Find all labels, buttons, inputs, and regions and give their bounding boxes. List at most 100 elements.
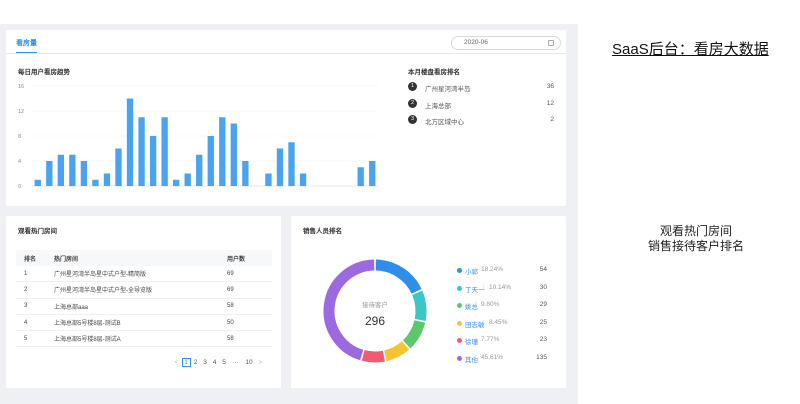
rank-row: 3 北方区域中心 2 (408, 115, 554, 132)
bar[interactable] (103, 173, 111, 187)
bar[interactable] (172, 179, 180, 186)
bar[interactable] (242, 161, 249, 186)
page-button-2[interactable]: 2 (193, 359, 198, 366)
legend-name: 小郭 (465, 269, 478, 276)
legend-item[interactable]: 小郭 | 18.24% 54 (457, 266, 547, 284)
hot-rooms-table: 排名 热门房间 用户数 1 广州星河湾半岛星中式户型-精简版 69 2 广州星河… (16, 250, 272, 348)
row-users: 58 (227, 335, 234, 342)
donut-slice[interactable] (383, 341, 410, 362)
legend-separator: | (475, 301, 477, 308)
bar[interactable] (161, 117, 168, 186)
donut-slice[interactable] (412, 290, 427, 321)
y-tick-label: 0 (18, 184, 21, 190)
row-users: 69 (227, 270, 234, 277)
bar[interactable] (34, 179, 41, 186)
rank-number-badge: 2 (408, 98, 417, 108)
legend-percent: 9.80% (481, 301, 500, 308)
table-row[interactable]: 4 上海总部5号楼8层-测试B 50 (16, 315, 272, 332)
legend-dot (457, 320, 462, 326)
row-rank: 1 (24, 270, 28, 277)
legend-percent: 10.14% (489, 283, 512, 291)
page-button-4[interactable]: 4 (212, 359, 217, 366)
legend-item[interactable]: 徐珊 | 7.77% 23 (457, 336, 547, 354)
legend-dot (457, 268, 462, 273)
row-users: 58 (227, 303, 234, 310)
month-picker[interactable]: 2020-06 (451, 36, 561, 50)
bar[interactable] (115, 148, 122, 187)
bar[interactable] (138, 117, 145, 186)
legend-separator: | (483, 283, 485, 291)
bar[interactable] (299, 173, 307, 187)
donut-slice[interactable] (375, 259, 422, 294)
page-button-10[interactable]: 10 (245, 359, 253, 366)
bar[interactable] (288, 142, 295, 186)
donut-slice[interactable] (402, 319, 426, 349)
bar[interactable] (80, 161, 88, 186)
legend-value: 25 (539, 318, 547, 326)
bar[interactable] (126, 98, 134, 187)
bar[interactable] (369, 161, 376, 186)
y-tick-label: 12 (18, 109, 24, 115)
table-row[interactable]: 2 广州星河湾半岛星中式户型-全导览版 69 (16, 282, 272, 299)
row-room: 广州星河湾半岛星中式户型-精简版 (54, 272, 146, 279)
slide-title: SaaS后台：看房大数据 (612, 41, 769, 58)
legend-value: 23 (539, 336, 547, 343)
bar[interactable] (276, 148, 284, 187)
bar[interactable] (230, 123, 238, 187)
sales-donut-chart (323, 259, 427, 363)
legend-item[interactable]: 姚总 | 9.80% 29 (457, 301, 547, 319)
bar[interactable] (46, 161, 53, 186)
monthly-rank-title: 本月楼盘看房排名 (408, 69, 460, 76)
row-room: 广州星河湾半岛星中式户型-全导览版 (54, 288, 152, 295)
page-button-5[interactable]: 5 (222, 359, 226, 366)
row-room: 上海总部aaa (54, 304, 89, 311)
bar[interactable] (69, 154, 76, 186)
table-row[interactable]: 5 上海总部5号楼8层-测试A 58 (16, 331, 272, 348)
bar[interactable] (149, 136, 157, 186)
bar[interactable] (357, 167, 364, 186)
bar[interactable] (184, 173, 191, 187)
legend-item[interactable]: 丁天一 | 10.14% 30 (457, 284, 547, 302)
bar[interactable] (207, 136, 214, 186)
rank-number-badge: 1 (408, 82, 417, 91)
next-page-button[interactable]: > (258, 359, 263, 366)
sales-legend: 小郭 | 18.24% 54 丁天一 | 10.14% 30 姚总 | 9.80… (457, 266, 547, 371)
legend-value: 54 (539, 266, 547, 273)
donut-slice[interactable] (323, 259, 375, 361)
legend-name: 丁天一 (465, 286, 485, 294)
row-rank: 3 (24, 303, 28, 310)
bar[interactable] (92, 179, 99, 186)
table-header: 排名 热门房间 用户数 (16, 250, 272, 266)
daily-trend-title: 每日用户看房趋势 (18, 69, 70, 76)
legend-name: 徐珊 (465, 339, 478, 346)
legend-percent: 45.61% (481, 353, 504, 361)
rank-name: 上海总部 (425, 102, 451, 110)
tab-divider (6, 53, 566, 54)
tab-view-volume[interactable]: 看房量 (16, 38, 37, 54)
row-room: 上海总部5号楼8层-测试B (54, 321, 121, 328)
y-tick-label: 8 (18, 134, 21, 140)
legend-item[interactable]: 其他 | 45.61% 135 (457, 354, 547, 372)
page-ellipsis[interactable]: ··· (232, 359, 239, 366)
bar[interactable] (219, 117, 226, 186)
bar[interactable] (57, 154, 65, 186)
sales-rank-title: 销售人员排名 (303, 228, 342, 235)
donut-slice[interactable] (361, 350, 385, 363)
table-row[interactable]: 1 广州星河湾半岛星中式户型-精简版 69 (16, 266, 272, 283)
bar[interactable] (196, 154, 203, 186)
view-volume-card: 看房量 2020-06 每日用户看房趋势 本月楼盘看房排名 (6, 30, 566, 206)
prev-page-button[interactable]: < (174, 359, 179, 366)
legend-dot (457, 285, 462, 291)
table-row[interactable]: 3 上海总部aaa 58 (16, 299, 272, 315)
row-rank: 5 (24, 335, 28, 342)
legend-value: 29 (539, 301, 547, 308)
row-users: 50 (227, 319, 234, 326)
legend-separator: | (475, 266, 477, 273)
page-button-3[interactable]: 3 (203, 359, 207, 366)
bar[interactable] (265, 173, 272, 187)
sales-rank-card: 销售人员排名 (291, 216, 566, 388)
page-button-1[interactable]: 1 (181, 358, 191, 367)
header-users: 用户数 (227, 256, 246, 263)
legend-name: 其他 (465, 356, 478, 364)
legend-item[interactable]: 田志敏 | 8.45% 25 (457, 319, 547, 337)
